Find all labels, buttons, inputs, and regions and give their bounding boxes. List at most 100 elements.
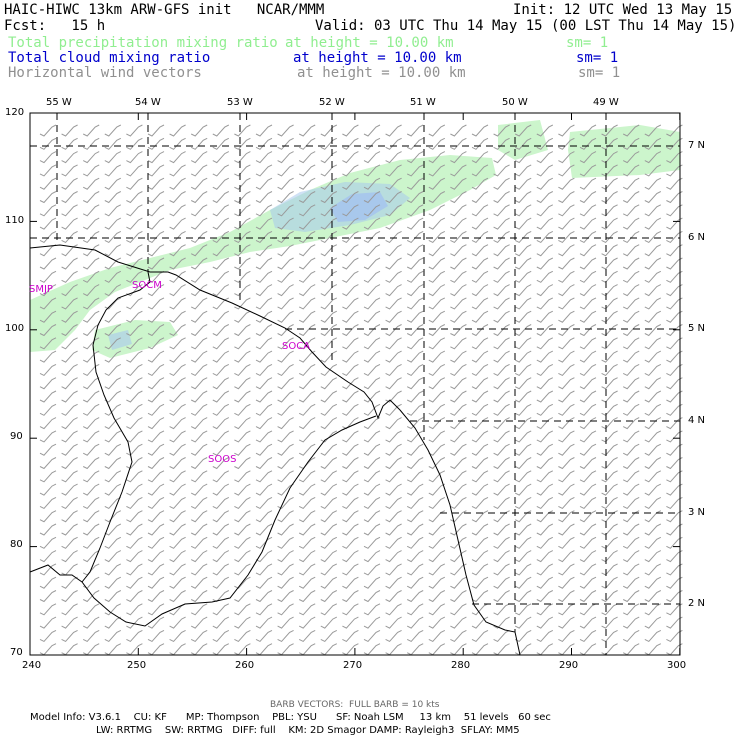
wind-barb-490 xyxy=(255,337,273,350)
wind-barb-584 xyxy=(342,377,359,390)
wind-barb-30 xyxy=(39,137,57,150)
wind-barb-608 xyxy=(212,390,230,403)
wind-barb-816 xyxy=(169,483,186,496)
wind-barb-868 xyxy=(644,496,662,510)
wind-barb-753 xyxy=(104,457,122,470)
wind-barb-171 xyxy=(493,191,510,204)
wind-barb-955 xyxy=(579,536,597,549)
wind-barb-562 xyxy=(514,363,532,377)
wind-barb-1147 xyxy=(190,629,208,643)
wind-barb-14 xyxy=(342,124,359,137)
wind-barb-1133 xyxy=(536,616,554,629)
wind-barb-694 xyxy=(126,430,143,443)
lon-label-54w: 54 W xyxy=(135,97,161,108)
wind-barb-131 xyxy=(277,177,294,190)
x-tick-260: 260 xyxy=(235,660,255,671)
wind-barb-1166 xyxy=(601,629,618,643)
wind-barb-444 xyxy=(558,310,575,323)
wind-barb-19 xyxy=(450,124,467,137)
wind-barb-332 xyxy=(82,270,100,283)
wind-barb-485 xyxy=(147,337,165,350)
wind-barb-31 xyxy=(61,137,78,150)
wind-barb-1082 xyxy=(82,603,100,616)
wind-barb-948 xyxy=(428,536,446,549)
field-precip-sm: sm= 1 xyxy=(566,35,609,51)
wind-barb-921 xyxy=(493,523,510,536)
wind-barb-342 xyxy=(298,270,316,283)
wind-barb-447 xyxy=(622,310,640,323)
wind-barb-8 xyxy=(212,124,230,137)
wind-barb-185 xyxy=(147,204,165,217)
wind-barb-782 xyxy=(82,470,100,483)
lon-label-51w: 51 W xyxy=(410,97,436,108)
wind-barb-139 xyxy=(450,177,467,190)
wind-barb-416 xyxy=(601,297,618,310)
wind-barb-1127 xyxy=(406,616,424,629)
wind-barb-561 xyxy=(493,363,510,377)
station-soos: SOOS xyxy=(208,454,236,465)
wind-barb-828 xyxy=(428,483,446,496)
wind-barb-27 xyxy=(622,124,640,137)
wind-barb-36 xyxy=(169,137,186,150)
wind-barb-836 xyxy=(601,483,618,496)
wind-barb-902 xyxy=(82,523,100,536)
wind-barb-24 xyxy=(558,124,575,137)
wind-barb-361 xyxy=(61,284,78,297)
wind-barb-607 xyxy=(190,390,208,403)
wind-barb-831 xyxy=(493,483,510,496)
wind-barb-102 xyxy=(298,164,316,177)
wind-barb-958 xyxy=(644,536,662,549)
wind-barb-90 xyxy=(39,164,57,177)
wind-barb-850 xyxy=(255,496,273,510)
wind-barb-741 xyxy=(493,443,510,456)
wind-barb-644 xyxy=(342,403,359,416)
wind-barb-1108 xyxy=(644,603,662,616)
wind-barb-941 xyxy=(277,536,294,549)
wind-barb-846 xyxy=(169,496,186,510)
y-tick-90: 90 xyxy=(10,431,23,442)
wind-barb-307 xyxy=(190,257,208,270)
wind-barb-559 xyxy=(450,363,467,377)
wind-barb-20 xyxy=(471,124,489,137)
wind-barb-870 xyxy=(39,510,57,523)
wind-barb-255 xyxy=(363,230,381,244)
wind-barb-323 xyxy=(536,257,554,270)
wind-barb-585 xyxy=(363,377,381,390)
wind-barb-496 xyxy=(385,337,402,350)
wind-barb-423 xyxy=(104,310,122,323)
wind-barb-1024 xyxy=(126,576,143,589)
wind-barb-284 xyxy=(342,244,359,257)
wind-barb-188 xyxy=(212,204,230,217)
wind-barb-1187 xyxy=(406,643,424,656)
wind-barb-352 xyxy=(514,270,532,283)
wind-barb-626 xyxy=(601,390,618,403)
wind-barb-640 xyxy=(255,403,273,416)
wind-barb-522 xyxy=(298,350,316,363)
wind-barb-362 xyxy=(82,284,100,297)
wind-barb-324 xyxy=(558,257,575,270)
wind-barb-7 xyxy=(190,124,208,137)
wind-barb-412 xyxy=(514,297,532,310)
wind-barb-500 xyxy=(471,337,489,350)
wind-barb-939 xyxy=(234,536,251,549)
wind-barb-318 xyxy=(428,257,446,270)
wind-barb-936 xyxy=(169,536,186,549)
wind-barb-4 xyxy=(126,124,143,137)
wind-barb-752 xyxy=(82,457,100,470)
wind-barb-75 xyxy=(363,151,381,164)
wind-barb-788 xyxy=(212,470,230,483)
wind-barb-593 xyxy=(536,377,554,390)
wind-barb-422 xyxy=(82,310,100,323)
wind-barb-1 xyxy=(61,124,78,137)
wind-barb-1030 xyxy=(255,576,273,589)
wind-barb-224 xyxy=(342,217,359,230)
wind-barb-857 xyxy=(406,496,424,510)
wind-barb-310 xyxy=(255,257,273,270)
wind-barb-189 xyxy=(234,204,251,217)
wind-barb-410 xyxy=(471,297,489,310)
wind-barb-698 xyxy=(212,430,230,443)
wind-barb-432 xyxy=(298,310,316,323)
wind-barb-93 xyxy=(104,164,122,177)
wind-barb-242 xyxy=(82,230,100,244)
wind-barb-564 xyxy=(558,363,575,377)
